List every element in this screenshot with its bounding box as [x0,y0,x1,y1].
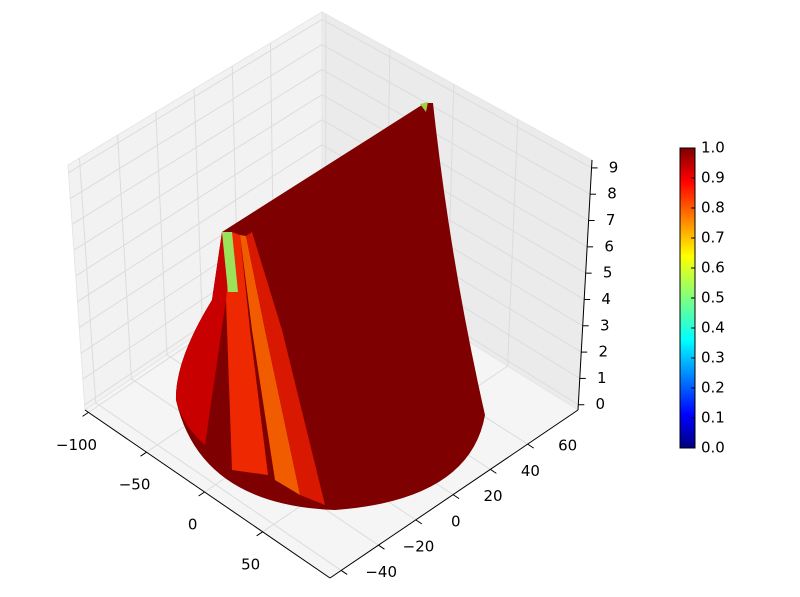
surface-strip [175,232,232,445]
y-tick-label: 20 [484,487,503,505]
z-tick-label: 7 [606,211,616,229]
colorbar-tick-label: 0.6 [701,259,725,277]
x-tick-label: −100 [56,436,97,454]
colorbar-tick-label: 0.0 [701,439,725,457]
grid-line [78,158,342,571]
tick-mark [340,570,348,575]
z-tick-label: 9 [609,158,619,176]
tick-mark [378,544,385,550]
y-tick-label: 40 [521,462,540,480]
z-tick-label: 1 [597,369,607,387]
tick-mark [452,494,460,500]
colorbar-tick-label: 0.3 [701,349,725,367]
grid-line [70,43,591,199]
grid-line [73,94,588,251]
surface-strip [246,232,325,505]
surface-strip [226,232,268,475]
grid-line [71,69,589,225]
z-tick-label: 8 [607,185,617,203]
colorbar-tick-label: 0.4 [701,319,725,337]
z-tick-label: 3 [600,316,610,334]
colorbar-tick-label: 0.2 [701,379,725,397]
x-axis-line [84,409,331,579]
y-tick-label: −20 [403,538,435,556]
z-tick-label: 2 [598,343,608,361]
colorbar-tick-label: 0.5 [701,289,725,307]
z-tick-label: 4 [601,290,611,308]
surface-strip [222,232,238,292]
tick-mark [140,451,147,457]
colorbar-tick-label: 1.0 [701,139,725,157]
surface [175,102,485,510]
y-tick-label: 60 [558,437,577,455]
z-tick-label: 5 [603,264,613,282]
tick-mark [256,531,263,537]
z-axis-line [577,159,593,411]
y-tick-label: 0 [451,512,461,530]
grid-line [75,119,586,277]
x-tick-label: −50 [119,476,151,494]
tick-mark [527,443,534,449]
grid-line [68,18,592,174]
colorbar-tick-label: 0.9 [701,169,725,187]
colorbar-tick-label: 0.1 [701,409,725,427]
axes [84,159,593,579]
tick-mark [198,491,205,497]
grid-line [77,144,585,303]
surface-strip [420,102,428,112]
tick-mark [415,519,423,525]
tick-mark [490,468,497,474]
x-tick-label: 50 [241,555,260,573]
z-tick-label: 6 [604,237,614,255]
z-tick-label: 0 [596,395,606,413]
y-axis-line [329,409,579,579]
x-tick-label: 0 [188,516,198,534]
surface-strip [240,235,300,495]
tick-mark [82,411,89,417]
colorbar-tick-label: 0.8 [701,199,725,217]
y-tick-label: −40 [365,563,397,581]
colorbar-tick-label: 0.7 [701,229,725,247]
